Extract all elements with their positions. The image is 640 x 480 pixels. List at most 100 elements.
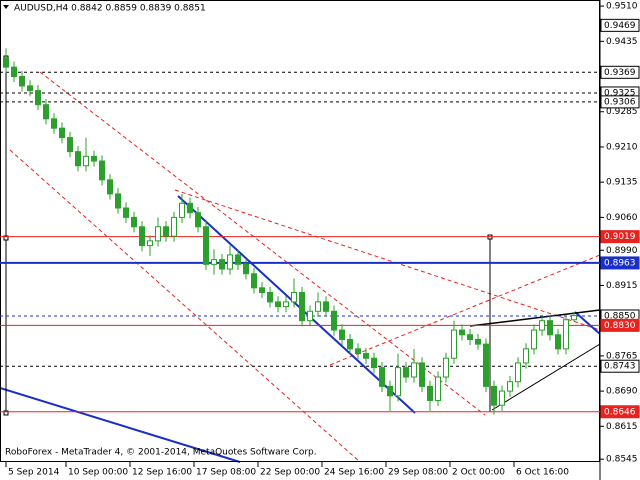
candle-body — [403, 367, 409, 378]
y-tick-label: 0.9510 — [606, 2, 638, 12]
candle-body — [187, 202, 193, 214]
candle-body — [363, 353, 369, 359]
level-label: 0.8830 — [604, 321, 636, 331]
x-tick-label: 17 Sep 08:00 — [196, 468, 256, 478]
candle-body — [67, 137, 73, 153]
candle-body — [203, 226, 209, 265]
level-label-box — [600, 318, 640, 332]
marker-handle — [3, 235, 9, 241]
chart-title: AUDUSD,H4 0.8842 0.8859 0.8839 0.8851 — [14, 4, 206, 14]
candle-body — [395, 367, 401, 397]
trend-line — [177, 195, 416, 414]
candle-body — [331, 310, 337, 331]
candle-body — [107, 179, 113, 195]
y-tick-label: 0.8545 — [606, 455, 638, 465]
channel-line — [39, 71, 486, 416]
y-tick-label: 0.9285 — [606, 107, 638, 117]
candle-body — [227, 254, 233, 270]
y-tick-label: 0.8765 — [606, 351, 638, 361]
candle-body — [27, 85, 33, 92]
candle-body — [171, 216, 177, 237]
level-label: 0.8743 — [604, 362, 636, 372]
candle-body — [555, 334, 561, 350]
candle-body — [51, 118, 57, 129]
candle-body — [19, 76, 25, 87]
candle-body — [571, 315, 577, 321]
x-tick-label: 22 Sep 00:00 — [260, 468, 320, 478]
candle-body — [11, 66, 17, 78]
candle-body — [99, 160, 105, 181]
candle-body — [411, 362, 417, 378]
x-tick-label: 12 Sep 16:00 — [132, 468, 192, 478]
level-label: 0.8963 — [604, 258, 636, 268]
candle-body — [43, 104, 49, 120]
candle-body — [379, 367, 385, 387]
trend-line — [491, 343, 601, 411]
candle-body — [115, 193, 121, 209]
x-tick-label: 24 Sep 16:00 — [324, 468, 384, 478]
level-label: 0.8850 — [604, 311, 636, 321]
level-label-box — [600, 65, 640, 79]
candle-body — [251, 273, 257, 289]
level-label-box — [600, 359, 640, 373]
level-label: 0.9325 — [604, 88, 636, 98]
y-tick-label: 0.9060 — [606, 213, 638, 223]
candle-body — [59, 127, 65, 139]
x-tick-label: 6 Oct 16:00 — [516, 468, 569, 478]
level-label-box — [600, 256, 640, 270]
level-label-box — [600, 18, 640, 32]
candle-body — [91, 155, 97, 162]
channel-line — [9, 149, 361, 463]
candle-body — [275, 301, 281, 308]
candle-body — [467, 334, 473, 340]
y-tick-label: 0.8690 — [606, 387, 638, 397]
candle-body — [267, 292, 273, 303]
candle-body — [163, 226, 169, 237]
y-tick-label: 0.9210 — [606, 142, 638, 152]
candle-body — [219, 259, 225, 270]
candle-body — [507, 381, 513, 392]
level-label: 0.9369 — [604, 68, 636, 78]
candle-body — [387, 385, 393, 397]
candle-body — [451, 329, 457, 359]
x-tick-label: 5 Sep 2014 — [8, 468, 60, 478]
level-label-box — [600, 230, 640, 244]
candle-body — [563, 319, 569, 350]
level-label: 0.9019 — [604, 232, 636, 242]
candle-body — [139, 226, 145, 247]
candle-body — [283, 301, 289, 308]
candle-body — [515, 362, 521, 383]
candle-body — [371, 357, 377, 369]
candle-body — [211, 259, 217, 265]
level-label: 0.8646 — [604, 407, 636, 417]
candle-body — [475, 338, 481, 345]
candle-body — [443, 357, 449, 378]
candle-body — [347, 338, 353, 350]
trend-line — [469, 309, 601, 327]
candle-body — [75, 151, 81, 167]
level-label-box — [600, 405, 640, 419]
candle-body — [355, 348, 361, 355]
candle-body — [243, 263, 249, 275]
candle-body — [179, 202, 185, 218]
y-tick-label: 0.8990 — [606, 246, 638, 256]
candle-body — [419, 362, 425, 387]
candle-body — [427, 385, 433, 401]
trend-line — [574, 311, 601, 335]
candle-body — [323, 301, 329, 312]
marker-handle — [3, 410, 9, 416]
candle-body — [547, 320, 553, 336]
x-tick-label: 29 Sep 08:00 — [388, 468, 448, 478]
candle-body — [235, 254, 241, 265]
candle-body — [3, 57, 9, 68]
channel-line — [174, 189, 601, 331]
candle-body — [531, 329, 537, 350]
candle-body — [315, 301, 321, 312]
x-tick-label: 2 Oct 00:00 — [452, 468, 505, 478]
candle-body — [307, 310, 313, 322]
candle-body — [491, 385, 497, 406]
y-tick-label: 0.8915 — [606, 281, 638, 291]
candle-body — [147, 240, 153, 247]
